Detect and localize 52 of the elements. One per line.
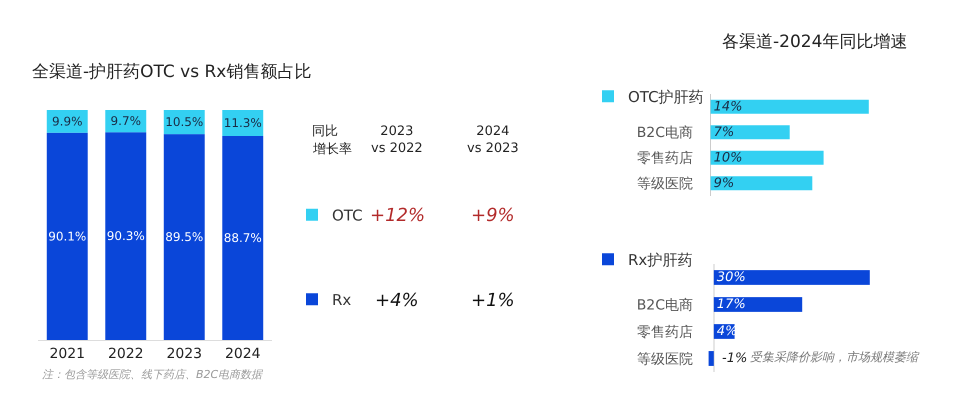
data-label: 10% xyxy=(714,150,742,166)
legend-label: Rx xyxy=(332,291,352,310)
legend-label: OTC护肝药 xyxy=(628,88,704,106)
data-label: 9% xyxy=(714,176,734,191)
text: 注：包含等级医院、线下药店、B2C电商数据 xyxy=(42,368,264,381)
data-label: 17% xyxy=(716,296,746,312)
y-tick-label: B2C电商 xyxy=(636,297,693,314)
bar xyxy=(710,176,812,190)
data-label: 14% xyxy=(714,99,742,114)
data-label: 10.5% xyxy=(165,115,204,130)
x-tick-label: 2024 xyxy=(224,346,261,362)
data-label: 89.5% xyxy=(165,230,204,244)
annotation: 受集采降价影响，市场规模萎缩 xyxy=(750,350,920,364)
x-tick-label: 2023 xyxy=(166,346,202,362)
text: 2024 vs 2023 xyxy=(467,124,519,156)
bar xyxy=(46,132,88,340)
x-tick-label: 2021 xyxy=(49,346,86,362)
data-label: 7% xyxy=(714,124,734,140)
data-label: 9.7% xyxy=(110,114,142,128)
text: 2023 vs 2022 xyxy=(371,124,423,156)
bar xyxy=(105,132,146,340)
bar xyxy=(714,270,870,285)
data-label: -1% xyxy=(722,351,748,366)
data-label: 9.9% xyxy=(52,114,82,128)
bar xyxy=(708,351,714,366)
data-label: 11.3% xyxy=(224,116,262,130)
y-tick-label: B2C电商 xyxy=(636,125,693,142)
text: +4% xyxy=(375,290,419,311)
bar xyxy=(710,125,790,140)
text: +9% xyxy=(471,205,515,226)
data-label: 90.3% xyxy=(106,229,145,244)
y-tick-label: 零售药店 xyxy=(637,150,693,167)
text: 同比 xyxy=(312,124,338,139)
y-tick-label: 等级医院 xyxy=(637,176,693,192)
chart-title: 各渠道-2024年同比增速 xyxy=(722,32,908,52)
data-label: 30% xyxy=(716,270,746,285)
bar xyxy=(222,136,264,340)
bar xyxy=(164,134,205,340)
text: 增长率 xyxy=(312,141,352,157)
text: +12% xyxy=(370,205,426,226)
x-tick-label: 2022 xyxy=(108,346,144,362)
bar xyxy=(710,150,824,165)
bar xyxy=(710,100,869,114)
chart-title: 全渠道-护肝药OTC vs Rx销售额占比 xyxy=(32,62,312,82)
y-tick-label: 零售药店 xyxy=(637,324,693,340)
data-label: 88.7% xyxy=(224,230,262,245)
bar xyxy=(714,297,802,312)
legend-label: Rx护肝药 xyxy=(628,251,692,270)
data-label: 90.1% xyxy=(48,229,86,244)
y-tick-label: 等级医院 xyxy=(637,351,693,368)
legend-label: OTC xyxy=(332,206,363,225)
text: +1% xyxy=(471,290,515,311)
